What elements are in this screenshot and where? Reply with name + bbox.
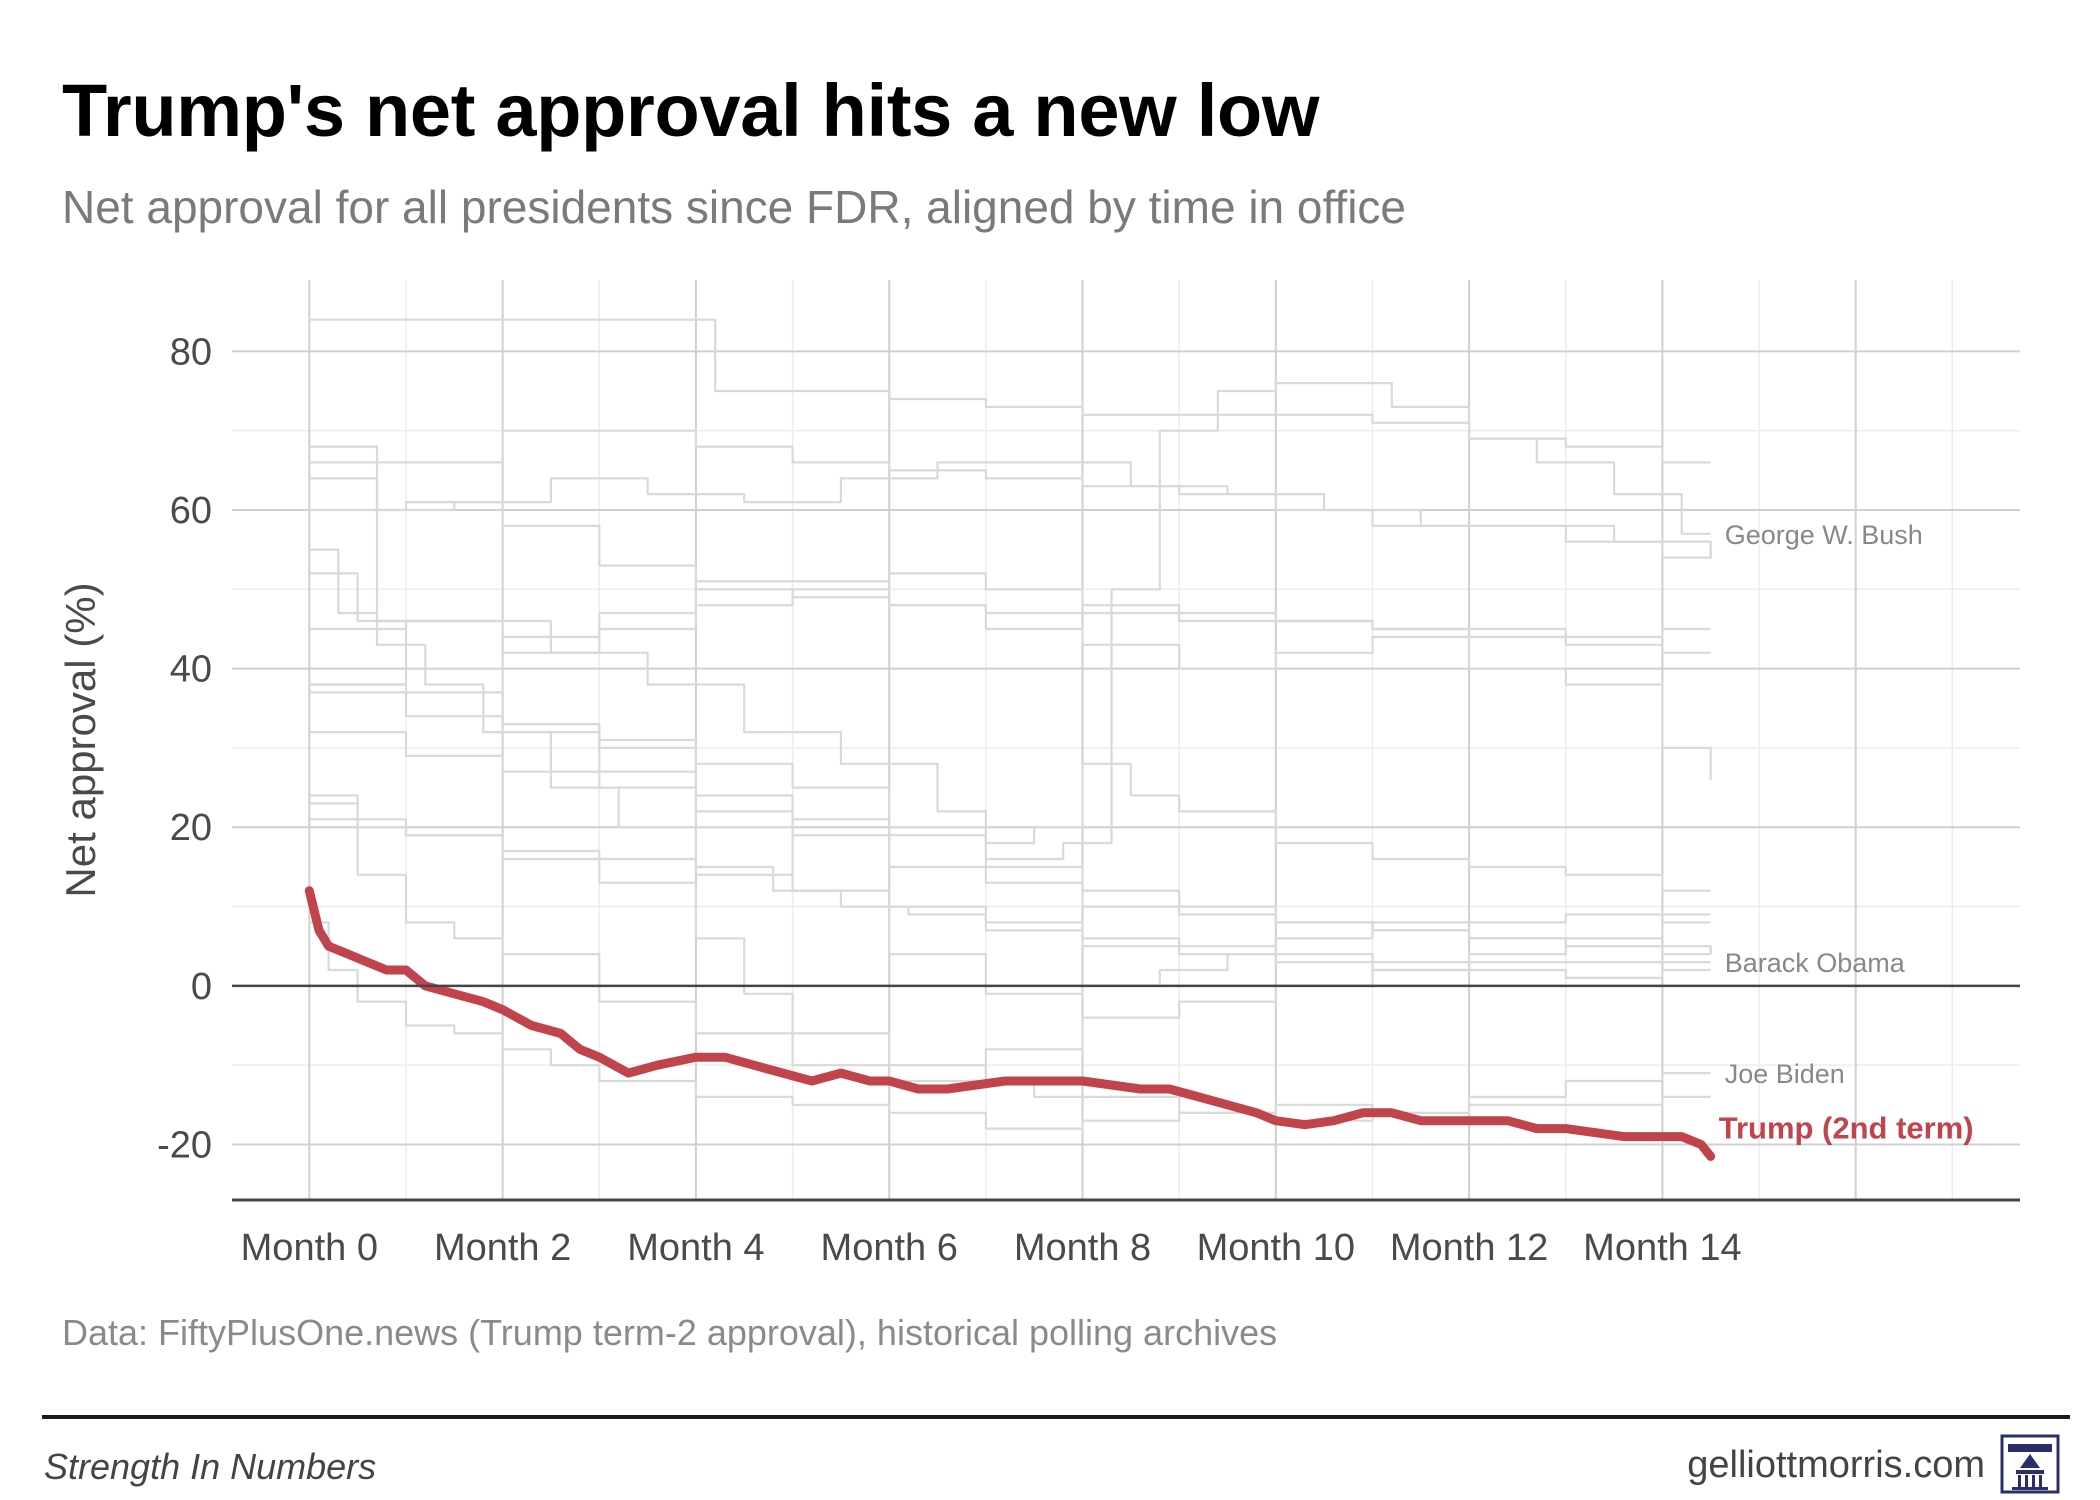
y-tick-label: 20 [170,807,212,849]
series-line-nixon [309,580,1712,780]
site-link[interactable]: gelliottmorris.com [1687,1444,1985,1486]
series-label-barack-obama: Barack Obama [1725,948,1906,978]
series-line-truman [309,445,1711,892]
series-line-jfk [309,461,1712,558]
series-label-george-w-bush: George W. Bush [1725,520,1923,550]
chart-subtitle: Net approval for all presidents since FD… [62,181,1407,233]
capitol-logo-icon [2000,1434,2060,1494]
series-label-trump-2nd-term: Trump (2nd term) [1719,1110,1974,1145]
series-line-reagan [309,691,1712,955]
series-line-george-h-w-bush [309,572,1711,686]
publication-name: Strength In Numbers [44,1446,377,1487]
x-tick-label: Month 4 [627,1227,764,1269]
x-tick-label: Month 12 [1390,1227,1548,1269]
y-tick-label: 0 [191,966,212,1008]
x-tick-label: Month 0 [241,1227,378,1269]
y-tick-label: 40 [170,649,212,691]
x-tick-label: Month 2 [434,1227,571,1269]
highlight-layer [304,886,1716,1161]
x-tick-label: Month 8 [1014,1227,1151,1269]
grid-layer [232,280,2020,1200]
series-label-joe-biden: Joe Biden [1725,1059,1845,1089]
series-line-lbj [309,501,1711,638]
axis-layer: Month 0 Month 2 Month 4 Month 6 Month 8 Month… [57,331,2020,1269]
x-tick-label: Month 10 [1197,1227,1355,1269]
footer-divider [42,1415,2070,1419]
x-tick-label: Month 14 [1583,1227,1741,1269]
series-line-trump-2nd-term [304,886,1716,1161]
series-line-barack-obama [309,731,1711,964]
series-layer [309,318,1712,1130]
y-tick-label: -20 [157,1124,212,1166]
series-line-joe-biden [309,802,1711,1114]
y-tick-label: 80 [170,331,212,373]
x-tick-label: Month 6 [821,1227,958,1269]
data-source-caption: Data: FiftyPlusOne.news (Trump term-2 ap… [62,1312,1278,1353]
series-line-obama-2nd-term- [309,818,1711,979]
label-layer: George W. Bush Barack Obama Joe Biden Trump… [1719,520,1974,1146]
series-line-eisenhower [309,429,1712,559]
y-axis-title: Net approval (%) [57,582,104,897]
series-line-fdr [309,318,1711,464]
y-tick-label: 60 [170,490,212,532]
chart-title: Trump's net approval hits a new low [62,69,1320,152]
